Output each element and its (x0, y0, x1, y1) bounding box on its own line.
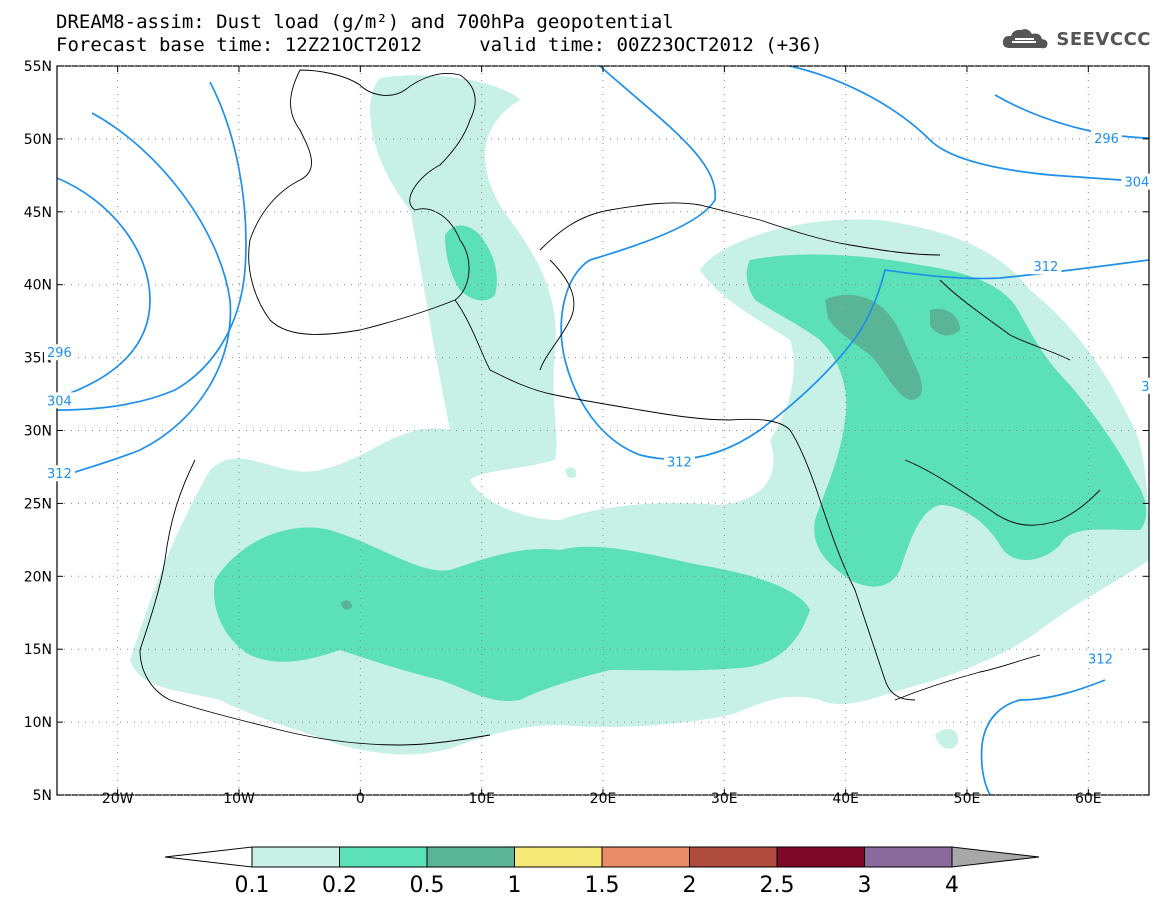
lat-tick-label: 25N (24, 496, 52, 512)
lon-tick-label: 60E (1075, 791, 1102, 807)
colorbar-label: 1 (508, 873, 522, 898)
contour-label-bg (43, 344, 75, 361)
contour-label: 304 (1124, 176, 1149, 191)
lat-tick-label: 5N (33, 788, 52, 804)
lon-tick-label: 40E (832, 791, 859, 807)
colorbar-label: 1.5 (585, 873, 620, 898)
contour-label-bg (43, 465, 75, 482)
colorbar-under-arrow (164, 846, 253, 868)
colorbar-label: 0.2 (322, 873, 357, 898)
contour-label: 312 (1088, 652, 1113, 667)
colorbar-label: 2 (683, 873, 697, 898)
contour-label: 312 (667, 456, 692, 471)
contour-labels: 296 304 312 312 312 296 304 312 3 (43, 129, 1153, 667)
contour-label: 312 (1033, 260, 1058, 275)
colorbar-label: 4 (945, 873, 959, 898)
contour-label: 296 (47, 346, 72, 361)
lon-tick-label: 10E (468, 791, 495, 807)
lon-tick-label: 10W (223, 791, 255, 807)
colorbar-over-arrow (951, 846, 1040, 868)
colorbar-bin (251, 846, 340, 868)
lon-tick-label: 0 (356, 791, 365, 807)
lon-tick-label: 20E (590, 791, 617, 807)
lat-tick-label: 55N (24, 59, 52, 75)
contour-label-bg (43, 392, 75, 409)
contour-label: 3 (1141, 380, 1149, 395)
colorbar-label: 2.5 (760, 873, 795, 898)
colorbar-bin (339, 846, 428, 868)
logo-text: SEEVCCC (1056, 28, 1151, 50)
colorbar-bin (426, 846, 515, 868)
contour-label-bg (1121, 173, 1153, 190)
colorbar-bin (776, 846, 865, 868)
lat-tick-label: 15N (24, 642, 52, 658)
contour-label-bg (1084, 650, 1116, 667)
contour-label-bg (1091, 129, 1123, 146)
contour-label: 304 (47, 394, 72, 409)
lon-tick-label: 20W (102, 791, 134, 807)
contour-label-bg (1138, 377, 1152, 394)
colorbar-bin (514, 846, 603, 868)
lat-tick-label: 50N (24, 132, 52, 148)
colorbar-bin (864, 846, 953, 868)
forecast-times: Forecast base time: 12Z21OCT2012 valid t… (56, 34, 823, 56)
lat-tick-label: 20N (24, 569, 52, 585)
geopotential-contours (57, 66, 1149, 795)
colorbar-label: 0.1 (235, 873, 270, 898)
lat-tick-label: 45N (24, 205, 52, 221)
longitude-axis: 20W 10W 0 10E 20E 30E 40E 50E 60E (102, 66, 1102, 807)
coastlines-borders (139, 69, 1101, 746)
contour-label-bg (1030, 258, 1062, 275)
colorbar-label: 3 (858, 873, 872, 898)
seevccc-logo: SEEVCCC (1000, 26, 1151, 52)
lat-tick-label: 10N (24, 715, 52, 731)
dust-layer-mid (214, 225, 1147, 701)
colorbar-bin (601, 846, 690, 868)
contour-label: 312 (47, 467, 72, 482)
map-title: DREAM8-assim: Dust load (g/m²) and 700hP… (56, 11, 674, 33)
colorbar-legend: 0.1 0.2 0.5 1 1.5 2 2.5 3 4 (164, 846, 1040, 898)
cloud-icon (1003, 29, 1048, 49)
contour-label: 296 (1094, 132, 1119, 147)
lon-tick-label: 50E (954, 791, 981, 807)
contour-label-bg (663, 453, 695, 470)
lat-tick-label: 40N (24, 278, 52, 294)
dust-layer-high (341, 294, 960, 610)
colorbar-label: 0.5 (410, 873, 445, 898)
colorbar-bin (689, 846, 778, 868)
lon-tick-label: 30E (711, 791, 738, 807)
lat-tick-label: 30N (24, 424, 52, 440)
